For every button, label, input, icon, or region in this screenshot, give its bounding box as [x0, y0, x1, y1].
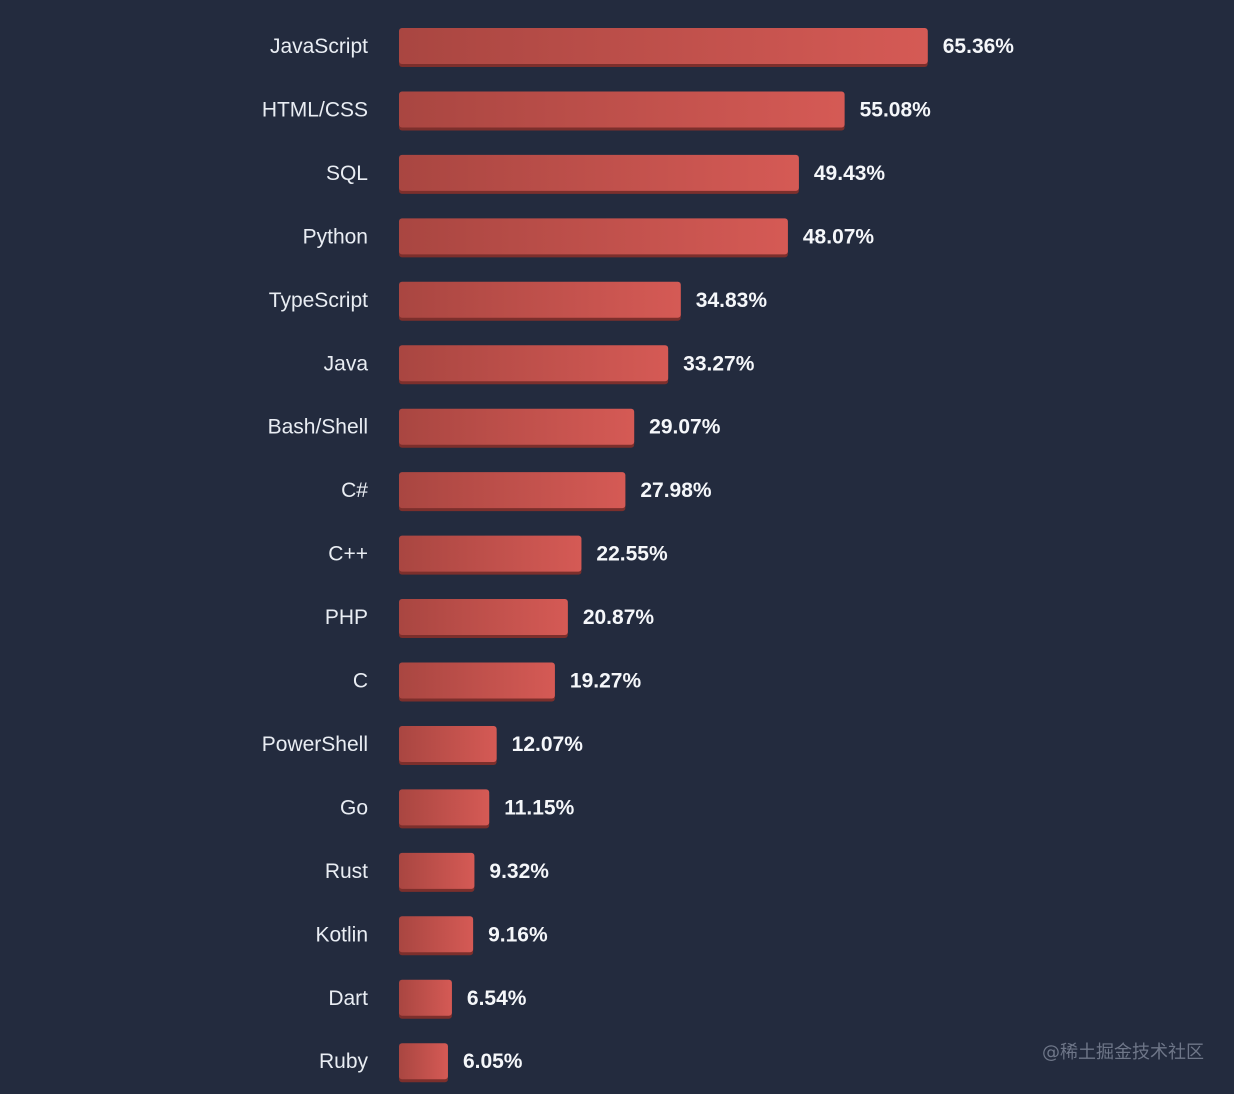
value-label: 6.05%	[463, 1050, 523, 1073]
value-label: 9.32%	[489, 860, 549, 883]
bars-group: JavaScript 65.36% HTML/CSS 55.08% SQL 49.43% P…	[262, 28, 1015, 1083]
value-label: 65.36%	[943, 35, 1015, 58]
bar-c-	[399, 472, 626, 509]
category-label: C	[353, 670, 368, 693]
category-label: Python	[303, 225, 368, 248]
bar-typescript	[399, 281, 681, 318]
bar-go	[399, 789, 490, 826]
bar-kotlin	[399, 916, 474, 953]
watermark: @稀土掘金技术社区	[1042, 1042, 1204, 1063]
bar-sql	[399, 154, 799, 191]
value-label: 22.55%	[596, 543, 668, 566]
bar-rust	[399, 852, 475, 889]
category-label: SQL	[326, 162, 368, 185]
value-label: 33.27%	[683, 352, 755, 375]
value-label: 11.15%	[504, 796, 574, 819]
value-label: 29.07%	[649, 416, 721, 439]
category-label: HTML/CSS	[262, 98, 368, 121]
value-label: 9.16%	[488, 923, 548, 946]
value-label: 19.27%	[570, 670, 642, 693]
value-label: 34.83%	[696, 289, 768, 312]
value-label: 12.07%	[512, 733, 584, 756]
bar-javascript	[399, 28, 928, 64]
bar-php	[399, 599, 568, 636]
bar-java	[399, 345, 669, 382]
value-label: 27.98%	[640, 479, 712, 502]
bar-ruby	[399, 1043, 448, 1080]
value-label: 48.07%	[803, 225, 875, 248]
category-label: Bash/Shell	[268, 416, 368, 439]
bar-c-	[399, 535, 582, 572]
category-label: JavaScript	[270, 35, 368, 58]
category-label: TypeScript	[269, 289, 368, 312]
category-label: Java	[324, 352, 369, 375]
bar-bash-shell	[399, 408, 635, 445]
bar-python	[399, 218, 788, 255]
value-label: 6.54%	[467, 987, 527, 1010]
bar-powershell	[399, 725, 497, 762]
bar-dart	[399, 979, 452, 1016]
category-label: Go	[340, 796, 368, 819]
category-label: Rust	[325, 860, 368, 883]
category-label: Ruby	[319, 1050, 369, 1073]
value-label: 55.08%	[860, 98, 932, 121]
category-label: PHP	[325, 606, 368, 629]
value-label: 20.87%	[583, 606, 655, 629]
category-label: Dart	[328, 987, 368, 1010]
category-label: Kotlin	[315, 923, 368, 946]
bar-c	[399, 662, 555, 699]
bar-html-css	[399, 91, 845, 128]
category-label: C#	[341, 479, 368, 502]
value-label: 49.43%	[814, 162, 886, 185]
category-label: PowerShell	[262, 733, 368, 756]
category-label: C++	[328, 543, 368, 566]
